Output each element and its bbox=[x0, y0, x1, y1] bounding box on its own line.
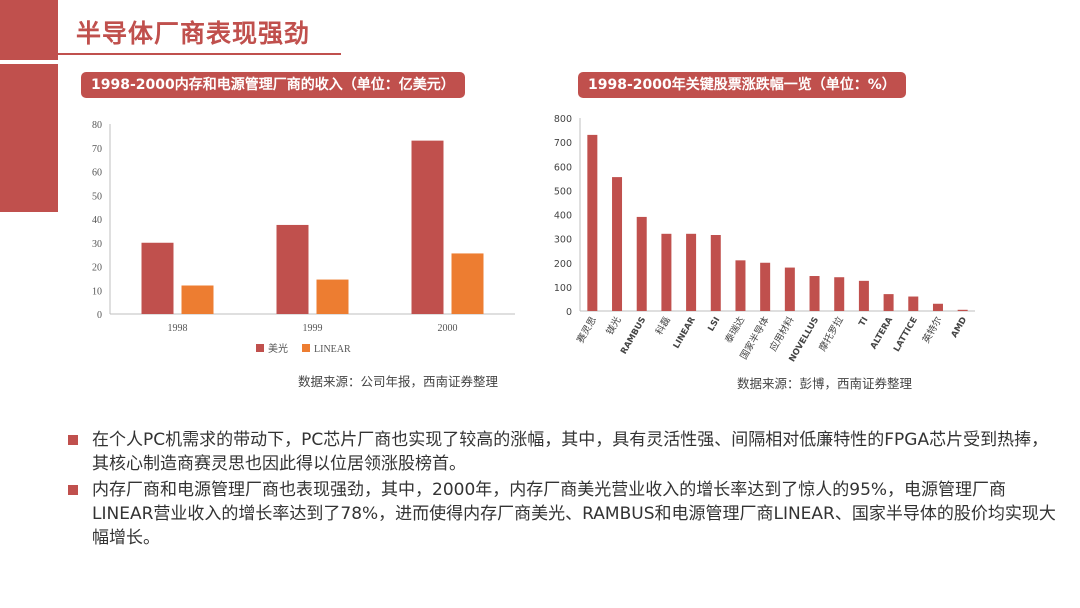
y-tick-label: 0 bbox=[97, 310, 102, 321]
x-tick-label: 镁光 bbox=[604, 314, 624, 337]
bullet-square-icon bbox=[68, 485, 78, 495]
accent-block bbox=[0, 0, 58, 212]
revenue-bar-chart: 0 10 20 30 40 50 60 70 80 1998 1999 2000 美光 LINEAR bbox=[92, 120, 515, 355]
bullet-item: 在个人PC机需求的带动下，PC芯片厂商也实现了较高的涨幅，其中，具有灵活性强、间… bbox=[68, 428, 1058, 476]
bar bbox=[834, 277, 845, 311]
y-tick-label: 100 bbox=[554, 283, 572, 294]
bar bbox=[587, 134, 598, 311]
chart1-header: 1998-2000内存和电源管理厂商的收入（单位：亿美元） bbox=[81, 72, 465, 98]
bullet-list: 在个人PC机需求的带动下，PC芯片厂商也实现了较高的涨幅，其中，具有灵活性强、间… bbox=[68, 428, 1058, 552]
bar bbox=[760, 262, 771, 311]
y-tick-label: 800 bbox=[554, 114, 572, 125]
y-tick-label: 30 bbox=[92, 239, 102, 250]
y-tick-label: 600 bbox=[554, 162, 572, 173]
y-tick-label: 50 bbox=[92, 191, 102, 202]
bar bbox=[957, 309, 968, 311]
x-tick-label: 1998 bbox=[168, 323, 188, 334]
bar bbox=[932, 303, 943, 311]
bar bbox=[735, 260, 746, 311]
x-tick-label: 2000 bbox=[438, 323, 458, 334]
legend-swatch bbox=[256, 344, 264, 352]
y-tick-label: 80 bbox=[92, 120, 102, 131]
bar bbox=[858, 280, 869, 311]
bar-micron bbox=[141, 242, 174, 314]
bar bbox=[784, 267, 795, 311]
x-tick-label: TI bbox=[857, 316, 870, 329]
x-tick-label: LATTICE bbox=[892, 315, 920, 353]
y-tick-label: 60 bbox=[92, 168, 102, 179]
x-tick-label: 应用材料 bbox=[767, 314, 797, 353]
x-tick-label: RAMBUS bbox=[619, 316, 648, 357]
x-tick-label: LSI bbox=[706, 316, 722, 334]
bar-micron bbox=[276, 224, 309, 314]
legend-swatch bbox=[302, 344, 310, 352]
bar bbox=[809, 276, 820, 311]
chart2-header: 1998-2000年关键股票涨跌幅一览（单位：%） bbox=[578, 72, 906, 98]
bar-micron bbox=[411, 140, 444, 314]
y-tick-label: 500 bbox=[554, 186, 572, 197]
bullet-item: 内存厂商和电源管理厂商也表现强劲，其中，2000年，内存厂商美光营业收入的增长率… bbox=[68, 478, 1058, 550]
y-tick-label: 40 bbox=[92, 215, 102, 226]
chart2-source: 数据来源：彭博，西南证券整理 bbox=[737, 376, 913, 391]
x-tick-label: 1999 bbox=[303, 323, 323, 334]
bar bbox=[636, 216, 647, 311]
bullet-text: 在个人PC机需求的带动下，PC芯片厂商也实现了较高的涨幅，其中，具有灵活性强、间… bbox=[92, 430, 1049, 474]
bar-linear bbox=[316, 279, 349, 314]
bar bbox=[710, 235, 721, 311]
y-tick-label: 10 bbox=[92, 286, 102, 297]
y-tick-label: 0 bbox=[566, 307, 572, 318]
y-tick-label: 300 bbox=[554, 235, 572, 246]
bar bbox=[883, 294, 894, 311]
bar-linear bbox=[181, 285, 214, 314]
bar bbox=[686, 233, 697, 311]
x-tick-label: 摩托罗拉 bbox=[816, 314, 846, 353]
bullet-text: 内存厂商和电源管理厂商也表现强劲，其中，2000年，内存厂商美光营业收入的增长率… bbox=[92, 480, 1056, 548]
title-rule bbox=[58, 53, 341, 55]
x-tick-label: 科磊 bbox=[653, 314, 673, 337]
x-tick-label: 赛灵思 bbox=[574, 314, 599, 345]
x-tick-label: ALTERA bbox=[869, 315, 896, 351]
x-tick-label: AMD bbox=[950, 316, 970, 340]
bullet-square-icon bbox=[68, 435, 78, 445]
x-tick-label: 泰瑞达 bbox=[722, 314, 747, 345]
y-tick-label: 20 bbox=[92, 263, 102, 274]
y-tick-label: 200 bbox=[554, 259, 572, 270]
legend-label: 美光 bbox=[268, 342, 288, 355]
bar bbox=[908, 296, 919, 311]
bar bbox=[612, 177, 623, 311]
chart1-source: 数据来源：公司年报，西南证券整理 bbox=[298, 374, 499, 389]
page-title: 半导体厂商表现强劲 bbox=[76, 19, 311, 48]
y-tick-label: 70 bbox=[92, 144, 102, 155]
bar bbox=[661, 233, 672, 311]
y-tick-label: 400 bbox=[554, 211, 572, 222]
x-tick-label: LINEAR bbox=[672, 315, 698, 350]
bar-linear bbox=[451, 253, 484, 314]
x-tick-label: 英特尔 bbox=[920, 314, 945, 345]
legend-label: LINEAR bbox=[314, 344, 351, 355]
y-tick-label: 700 bbox=[554, 138, 572, 149]
accent-strip bbox=[0, 60, 58, 64]
